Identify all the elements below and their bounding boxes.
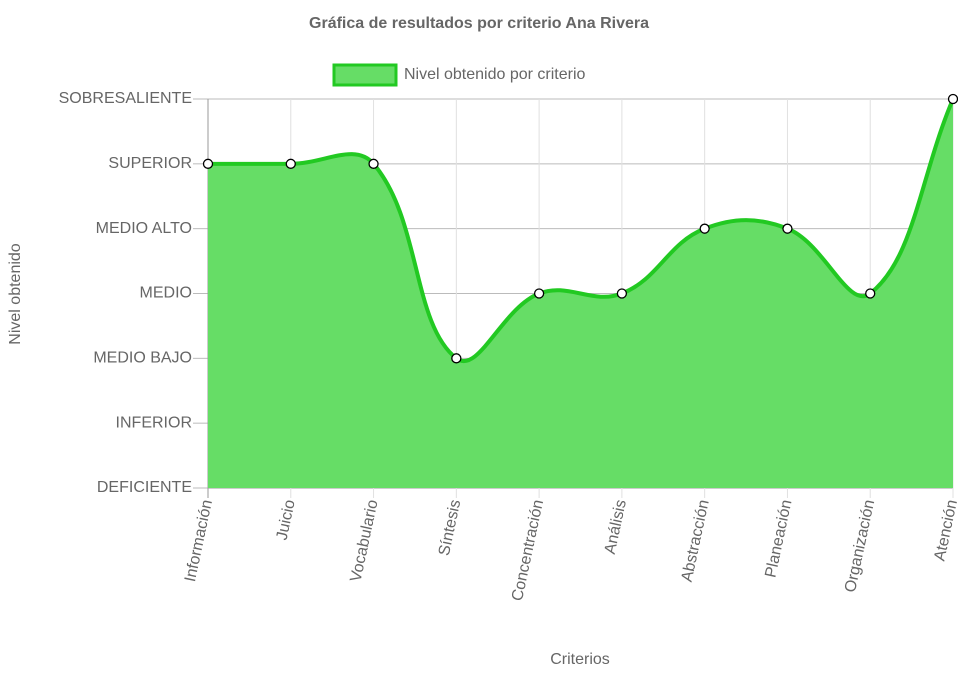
point — [285, 158, 296, 169]
x-tick-label: Juicio — [274, 498, 299, 542]
point — [202, 158, 214, 169]
y-tick-label: MEDIO — [140, 285, 192, 302]
x-tick-label: Organización — [842, 498, 878, 594]
point — [533, 288, 545, 299]
point — [947, 93, 958, 105]
legend-label: Nivel obtenido por criterio — [404, 66, 586, 83]
x-tick-label: Planeación — [762, 498, 795, 579]
y-tick-label: MEDIO BAJO — [93, 350, 192, 367]
x-tick-label: Análisis — [602, 498, 630, 555]
x-tick-label: Información — [182, 498, 216, 583]
point — [368, 158, 379, 169]
point — [616, 288, 628, 299]
y-axis-title: Nivel obtenido — [7, 243, 24, 345]
line — [208, 98, 955, 363]
point — [699, 223, 710, 234]
point — [865, 288, 876, 299]
x-tick-label: Abstracción — [679, 498, 713, 583]
x-axis-title: Criterios — [550, 651, 610, 668]
point — [782, 223, 793, 234]
y-tick-label: SOBRESALIENTE — [59, 90, 192, 107]
x-tick-label: Atención — [931, 498, 958, 562]
x-tick-label: Concentración — [509, 498, 547, 602]
x-tick-label: Síntesis — [436, 498, 464, 557]
y-tick-label: INFERIOR — [116, 414, 192, 431]
y-tick-label: DEFICIENTE — [97, 479, 192, 496]
point — [451, 353, 462, 364]
y-tick-label: SUPERIOR — [108, 155, 192, 172]
x-tick-label: Vocabulario — [348, 498, 382, 583]
legend-swatch — [332, 63, 398, 87]
chart-title: Gráfica de resultados por criterio Ana R… — [309, 15, 649, 32]
y-tick-label: MEDIO ALTO — [96, 220, 192, 237]
